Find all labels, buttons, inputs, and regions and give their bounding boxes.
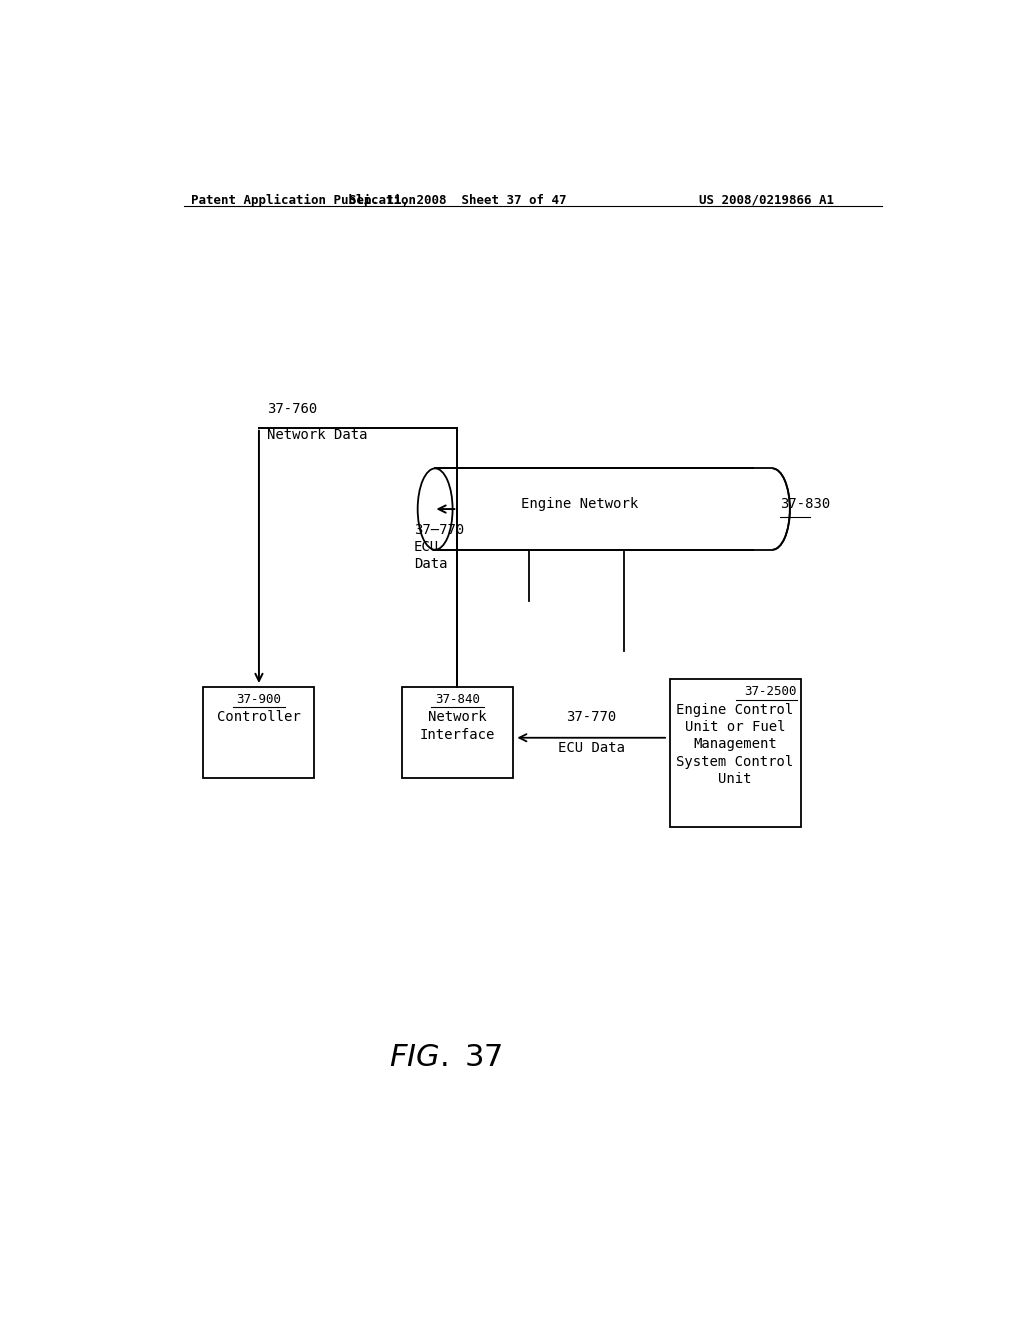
Bar [670, 680, 801, 826]
Bar [401, 686, 513, 779]
Ellipse shape [418, 469, 453, 549]
Ellipse shape [755, 469, 790, 549]
Text: 37-900: 37-900 [237, 693, 282, 706]
Text: ECU Data: ECU Data [558, 741, 625, 755]
Text: 37-760: 37-760 [267, 401, 317, 416]
Bar [204, 686, 314, 779]
Bar [435, 469, 772, 549]
Text: Sep. 11, 2008  Sheet 37 of 47: Sep. 11, 2008 Sheet 37 of 47 [348, 194, 566, 207]
Text: Patent Application Publication: Patent Application Publication [191, 194, 417, 207]
Text: Network
Interface: Network Interface [420, 710, 495, 742]
Text: Controller: Controller [217, 710, 301, 725]
Text: 37–770
ECU
Data: 37–770 ECU Data [414, 523, 464, 572]
Text: US 2008/0219866 A1: US 2008/0219866 A1 [699, 194, 835, 207]
Text: Engine Control
Unit or Fuel
Management
System Control
Unit: Engine Control Unit or Fuel Management S… [677, 702, 794, 785]
Text: Engine Network: Engine Network [521, 496, 639, 511]
Text: 37-770: 37-770 [566, 710, 616, 723]
Bar [754, 466, 773, 552]
Text: 37-840: 37-840 [435, 693, 480, 706]
Text: 37-830: 37-830 [780, 496, 830, 511]
Text: 37-2500: 37-2500 [744, 685, 797, 698]
Text: $\mathit{FIG.}$ $\mathit{37}$: $\mathit{FIG.}$ $\mathit{37}$ [389, 1043, 502, 1073]
Text: Network Data: Network Data [267, 428, 368, 442]
